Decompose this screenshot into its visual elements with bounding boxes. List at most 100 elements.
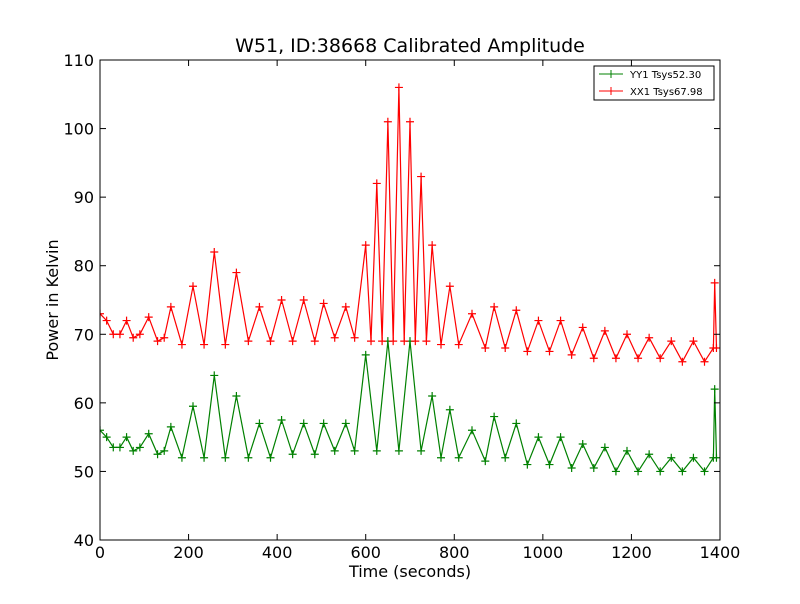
- data-point: [135, 330, 144, 339]
- data-point: [589, 464, 598, 472]
- data-point: [600, 443, 609, 452]
- data-point: [490, 302, 499, 311]
- data-point: [210, 248, 219, 256]
- data-point: [135, 443, 144, 452]
- series-1: [100, 83, 720, 366]
- data-point: [656, 354, 665, 363]
- data-point: [623, 446, 631, 455]
- data-point: [481, 457, 490, 466]
- data-point: [445, 405, 454, 414]
- data-point: [244, 453, 253, 462]
- series-layer: [100, 83, 720, 476]
- data-point: [712, 344, 720, 352]
- data-point: [623, 330, 631, 339]
- data-point: [678, 357, 687, 366]
- y-tick-label: 60: [74, 394, 94, 413]
- data-point: [700, 467, 709, 476]
- data-point: [221, 340, 230, 349]
- data-point: [600, 326, 609, 335]
- chart-title: W51, ID:38668 Calibrated Amplitude: [235, 35, 585, 57]
- data-point: [428, 241, 437, 250]
- data-point: [319, 419, 328, 428]
- data-point: [330, 333, 339, 342]
- data-point: [122, 316, 131, 325]
- data-point: [611, 467, 620, 476]
- y-tick-label: 40: [74, 531, 94, 550]
- data-point: [102, 433, 111, 442]
- data-point: [372, 179, 381, 188]
- plot-frame: [99, 59, 721, 541]
- data-point: [383, 117, 392, 126]
- data-point: [667, 337, 676, 346]
- data-point: [556, 433, 565, 442]
- data-point: [144, 313, 153, 322]
- legend-marker-yy1: [607, 70, 615, 78]
- data-point: [656, 467, 665, 476]
- data-point: [102, 316, 111, 325]
- data-point: [481, 344, 490, 352]
- data-point: [645, 333, 654, 342]
- data-point: [534, 316, 543, 325]
- data-point: [266, 453, 275, 462]
- data-point: [232, 392, 241, 400]
- data-point: [710, 278, 719, 287]
- data-point: [372, 446, 381, 455]
- data-point: [700, 357, 709, 366]
- data-point: [389, 337, 398, 346]
- data-point: [177, 340, 186, 349]
- data-point: [153, 337, 162, 346]
- y-axis-label: Power in Kelvin: [43, 239, 62, 360]
- data-point: [417, 446, 426, 455]
- data-point: [710, 385, 719, 394]
- data-point: [100, 309, 104, 318]
- data-point: [400, 337, 409, 346]
- data-point: [200, 453, 209, 462]
- y-tick-label: 110: [63, 51, 94, 70]
- legend-label-xx1: XX1 Tsys67.98: [630, 87, 703, 98]
- data-point: [454, 340, 463, 349]
- y-tick-label: 100: [63, 120, 94, 139]
- y-tick-label: 80: [74, 257, 94, 276]
- data-point: [361, 241, 370, 250]
- data-point: [667, 453, 676, 462]
- tick-layer: 0 200 400 600 800 1000 1200 1400 40 50 60 70 80 90 100…: [63, 51, 740, 562]
- data-point: [437, 340, 445, 349]
- data-point: [689, 337, 698, 346]
- data-point: [501, 453, 510, 462]
- data-point: [578, 440, 587, 448]
- data-point: [689, 453, 698, 462]
- data-point: [350, 446, 359, 455]
- data-point: [361, 350, 370, 359]
- data-point: [578, 323, 587, 332]
- data-point: [445, 282, 454, 291]
- data-point: [545, 347, 554, 356]
- data-point: [350, 333, 359, 342]
- data-point: [299, 296, 308, 304]
- x-tick-label: 1400: [700, 543, 741, 562]
- data-point: [454, 453, 463, 462]
- data-point: [501, 344, 510, 352]
- data-point: [490, 412, 499, 421]
- data-point: [200, 340, 209, 349]
- legend: YY1 Tsys52.30 XX1 Tsys67.98: [593, 65, 715, 101]
- data-point: [567, 350, 576, 359]
- legend-label-yy1: YY1 Tsys52.30: [629, 70, 701, 81]
- data-point: [319, 299, 328, 308]
- data-point: [221, 453, 230, 462]
- data-point: [512, 419, 521, 428]
- data-point: [406, 117, 414, 126]
- data-point: [177, 453, 186, 462]
- data-point: [189, 282, 197, 291]
- data-point: [545, 460, 554, 469]
- data-point: [244, 337, 253, 346]
- data-point: [523, 347, 532, 356]
- data-point: [100, 426, 104, 435]
- data-point: [468, 309, 476, 318]
- x-tick-label: 1000: [522, 543, 563, 562]
- data-point: [712, 453, 720, 462]
- data-point: [523, 460, 532, 469]
- data-point: [428, 392, 437, 400]
- legend-marker-xx1: [607, 87, 615, 95]
